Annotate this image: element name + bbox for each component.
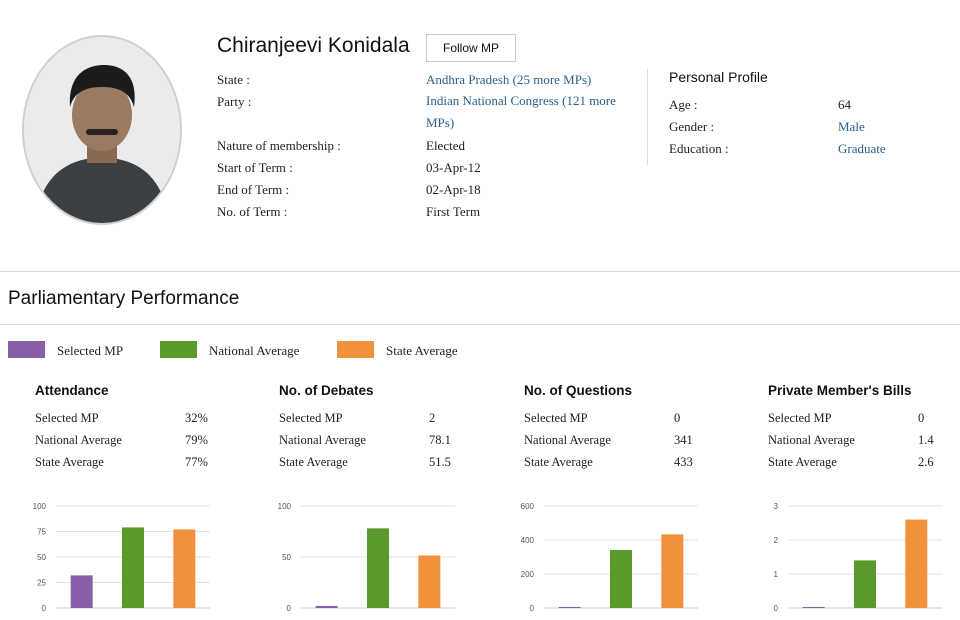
bar-selected-mp [70,575,93,608]
attendance-stat-value: 79% [185,433,208,447]
y-tick-label: 200 [521,570,535,579]
state-link[interactable]: Andhra Pradesh (25 more MPs) [426,72,592,87]
term-count-label: No. of Term : [217,204,288,219]
start-term-label: Start of Term : [217,160,293,175]
bills-stat-label: National Average [768,433,855,447]
questions-stat-label: State Average [524,455,593,469]
legend-swatch-state-average [337,341,374,358]
y-tick-label: 75 [37,528,46,537]
mp-name: Chiranjeevi Konidala [217,34,410,57]
debates-stat-value: 51.5 [429,455,451,469]
y-tick-label: 0 [530,604,535,613]
legend-label-state-average: State Average [386,343,458,358]
bar-national-average [610,550,632,608]
y-tick-label: 0 [774,604,779,613]
gender-link[interactable]: Male [838,119,865,134]
legend-label-national-average: National Average [209,343,300,358]
y-tick-label: 100 [278,502,292,511]
bar-selected-mp [558,607,581,608]
attendance-stat-value: 77% [185,455,208,469]
education-link[interactable]: Graduate [838,141,886,156]
y-tick-label: 2 [774,536,779,545]
end-term-value: 02-Apr-18 [426,182,481,197]
profile-divider [647,69,648,165]
bills-bar-chart: 0 1 2 3 [774,502,942,613]
end-term-label: End of Term : [217,182,290,197]
y-tick-label: 50 [282,553,291,562]
mp-avatar [22,35,182,225]
state-label: State : [217,72,250,87]
questions-bar-chart: 0 200 400 600 [521,502,698,613]
debates-title: No. of Debates [279,383,374,398]
y-tick-label: 0 [42,604,47,613]
attendance-bar-chart: 0 25 50 75 100 [33,502,210,613]
bills-title: Private Member's Bills [768,383,912,398]
age-value: 64 [838,97,851,112]
gender-label: Gender : [669,119,715,134]
debates-stat-label: National Average [279,433,366,447]
attendance-stat-label: National Average [35,433,122,447]
debates-stat-value: 2 [429,411,436,425]
bar-state-average [418,555,441,608]
questions-stat-value: 433 [674,455,693,469]
debates-stat-label: Selected MP [279,411,343,425]
bar-national-average [367,528,389,608]
debates-stat-label: State Average [279,455,348,469]
bills-stat-label: Selected MP [768,411,832,425]
y-tick-label: 100 [33,502,47,511]
bar-selected-mp [802,607,825,608]
bar-national-average [854,560,876,608]
party-link[interactable]: Indian National Congress (121 more MPs) [426,93,616,130]
personal-profile-title: Personal Profile [669,69,768,85]
bills-stat-value: 1.4 [918,433,934,447]
y-tick-label: 0 [287,604,292,613]
membership-label: Nature of membership : [217,138,341,153]
bills-stat-value: 2.6 [918,455,934,469]
party-label: Party : [217,94,252,109]
bar-state-average [173,529,196,608]
bills-stat-value: 0 [918,411,925,425]
follow-mp-button[interactable]: Follow MP [426,34,516,62]
bar-state-average [905,519,928,608]
education-label: Education : [669,141,729,156]
y-tick-label: 50 [37,553,46,562]
questions-stat-label: Selected MP [524,411,588,425]
section-divider-top [0,271,960,272]
bar-state-average [661,534,684,608]
debates-bar-chart: 0 50 100 [278,502,455,613]
start-term-value: 03-Apr-12 [426,160,481,175]
section-divider-bottom [0,324,960,325]
bar-selected-mp [315,605,338,608]
questions-stat-value: 0 [674,411,681,425]
questions-stat-label: National Average [524,433,611,447]
term-count-value: First Term [426,204,481,219]
parliamentary-performance-title: Parliamentary Performance [8,288,240,309]
bar-national-average [122,527,144,608]
y-tick-label: 400 [521,536,535,545]
attendance-stat-label: Selected MP [35,411,99,425]
attendance-stat-value: 32% [185,411,208,425]
membership-value: Elected [426,138,465,153]
debates-stat-value: 78.1 [429,433,451,447]
y-tick-label: 25 [37,579,46,588]
legend-swatch-national-average [160,341,197,358]
legend-swatch-selected-mp [8,341,45,358]
age-label: Age : [669,97,698,112]
portrait-image [24,37,180,223]
attendance-stat-label: State Average [35,455,104,469]
attendance-title: Attendance [35,383,109,398]
questions-title: No. of Questions [524,383,632,398]
legend-label-selected-mp: Selected MP [57,343,124,358]
questions-stat-value: 341 [674,433,693,447]
bills-stat-label: State Average [768,455,837,469]
y-tick-label: 600 [521,502,535,511]
y-tick-label: 3 [774,502,779,511]
y-tick-label: 1 [774,570,779,579]
